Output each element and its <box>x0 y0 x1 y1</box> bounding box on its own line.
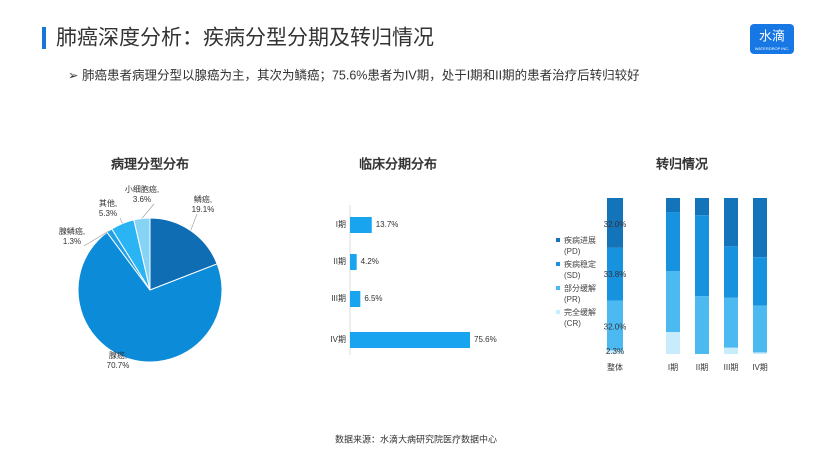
legend-swatch <box>556 310 560 314</box>
x-tick-label: III期 <box>724 363 739 372</box>
chart-title: 病理分型分布 <box>111 156 189 171</box>
slice-value: 5.3% <box>99 209 117 218</box>
bar-segment <box>666 332 680 354</box>
pie-slice <box>149 217 218 291</box>
slice-value: 19.1% <box>192 205 215 214</box>
slice-value: 70.7% <box>107 361 130 370</box>
value-label: 6.5% <box>364 294 382 303</box>
bar-segment <box>695 198 709 216</box>
bar-segment <box>607 247 623 301</box>
legend-swatch <box>556 238 560 242</box>
pie-slice <box>77 231 223 363</box>
subtitle: ➢ 肺癌患者病理分型以腺癌为主，其次为鳞癌；75.6%患者为IV期，处于I期和I… <box>68 67 640 82</box>
slice-label: 鳞癌, <box>194 194 212 204</box>
value-label: 4.2% <box>361 257 379 266</box>
slide-title: 肺癌深度分析：疾病分型分期及转归情况 <box>56 27 434 50</box>
slice-value: 1.3% <box>63 237 81 246</box>
legend-label: 部分缓解 (PR) <box>564 284 596 304</box>
y-tick-label: IV期 <box>330 335 346 344</box>
legend-swatch <box>556 262 560 266</box>
x-tick-label: 整体 <box>607 362 623 372</box>
legend-label: 疾病进展 (PD) <box>564 236 596 256</box>
bar <box>350 254 357 270</box>
bar-segment <box>724 198 738 247</box>
source: 数据来源：水滴大病研究院医疗数据中心 <box>335 433 497 444</box>
chart-title: 临床分期分布 <box>359 156 437 171</box>
value-label: 32.0% <box>604 220 627 229</box>
bar-segment <box>607 300 623 351</box>
value-label: 13.7% <box>376 220 399 229</box>
legend-item: 疾病稳定 (SD) <box>556 259 596 281</box>
bar-segment <box>607 198 623 248</box>
bar-segment <box>724 347 738 354</box>
x-tick-label: I期 <box>668 363 678 372</box>
leader-line <box>83 230 110 247</box>
bar-segment <box>695 296 709 354</box>
bar-segment <box>753 257 767 306</box>
bar-segment <box>607 350 623 354</box>
leader-line <box>119 217 123 224</box>
bar-segment <box>753 352 767 354</box>
y-tick-label: III期 <box>331 294 346 303</box>
value-label: 2.3% <box>606 347 624 356</box>
x-tick-label: IV期 <box>752 363 768 372</box>
title-accent <box>42 27 46 49</box>
bar <box>350 291 361 307</box>
bar-segment <box>666 198 680 213</box>
bar <box>350 332 470 348</box>
slice-label: 腺癌, <box>109 350 127 360</box>
bar-segment <box>695 215 709 297</box>
bar-segment <box>724 297 738 348</box>
legend-item: 疾病进展 (PD) <box>556 235 596 257</box>
y-tick-label: II期 <box>334 257 346 266</box>
legend-item: 部分缓解 (PR) <box>556 283 596 305</box>
y-tick-label: I期 <box>336 220 346 229</box>
bar <box>350 217 372 233</box>
bar-segment <box>666 271 680 333</box>
slice-label: 小细胞癌, <box>125 184 159 194</box>
logo <box>750 24 794 54</box>
legend-swatch <box>556 286 560 290</box>
slice-value: 3.6% <box>133 195 151 204</box>
value-label: 33.8% <box>604 270 627 279</box>
value-label: 75.6% <box>474 335 497 344</box>
bar-segment <box>724 246 738 298</box>
value-label: 32.0% <box>604 323 627 332</box>
legend-label: 疾病稳定 (SD) <box>564 260 596 280</box>
leader-line <box>190 213 198 231</box>
bar-segment <box>753 198 767 258</box>
slice-label: 其他, <box>99 198 117 208</box>
logo-sub: WATERDROP INC. <box>755 46 790 51</box>
slice-label: 腺鳞癌, <box>59 226 85 236</box>
leader-line <box>141 203 155 219</box>
legend-item: 完全缓解 (CR) <box>556 307 596 329</box>
logo-text: 水滴 <box>759 28 785 43</box>
x-tick-label: II期 <box>696 363 708 372</box>
bar-segment <box>666 212 680 272</box>
legend-label: 完全缓解 (CR) <box>564 308 596 328</box>
chart-title: 转归情况 <box>656 156 708 171</box>
bar-segment <box>753 305 767 353</box>
